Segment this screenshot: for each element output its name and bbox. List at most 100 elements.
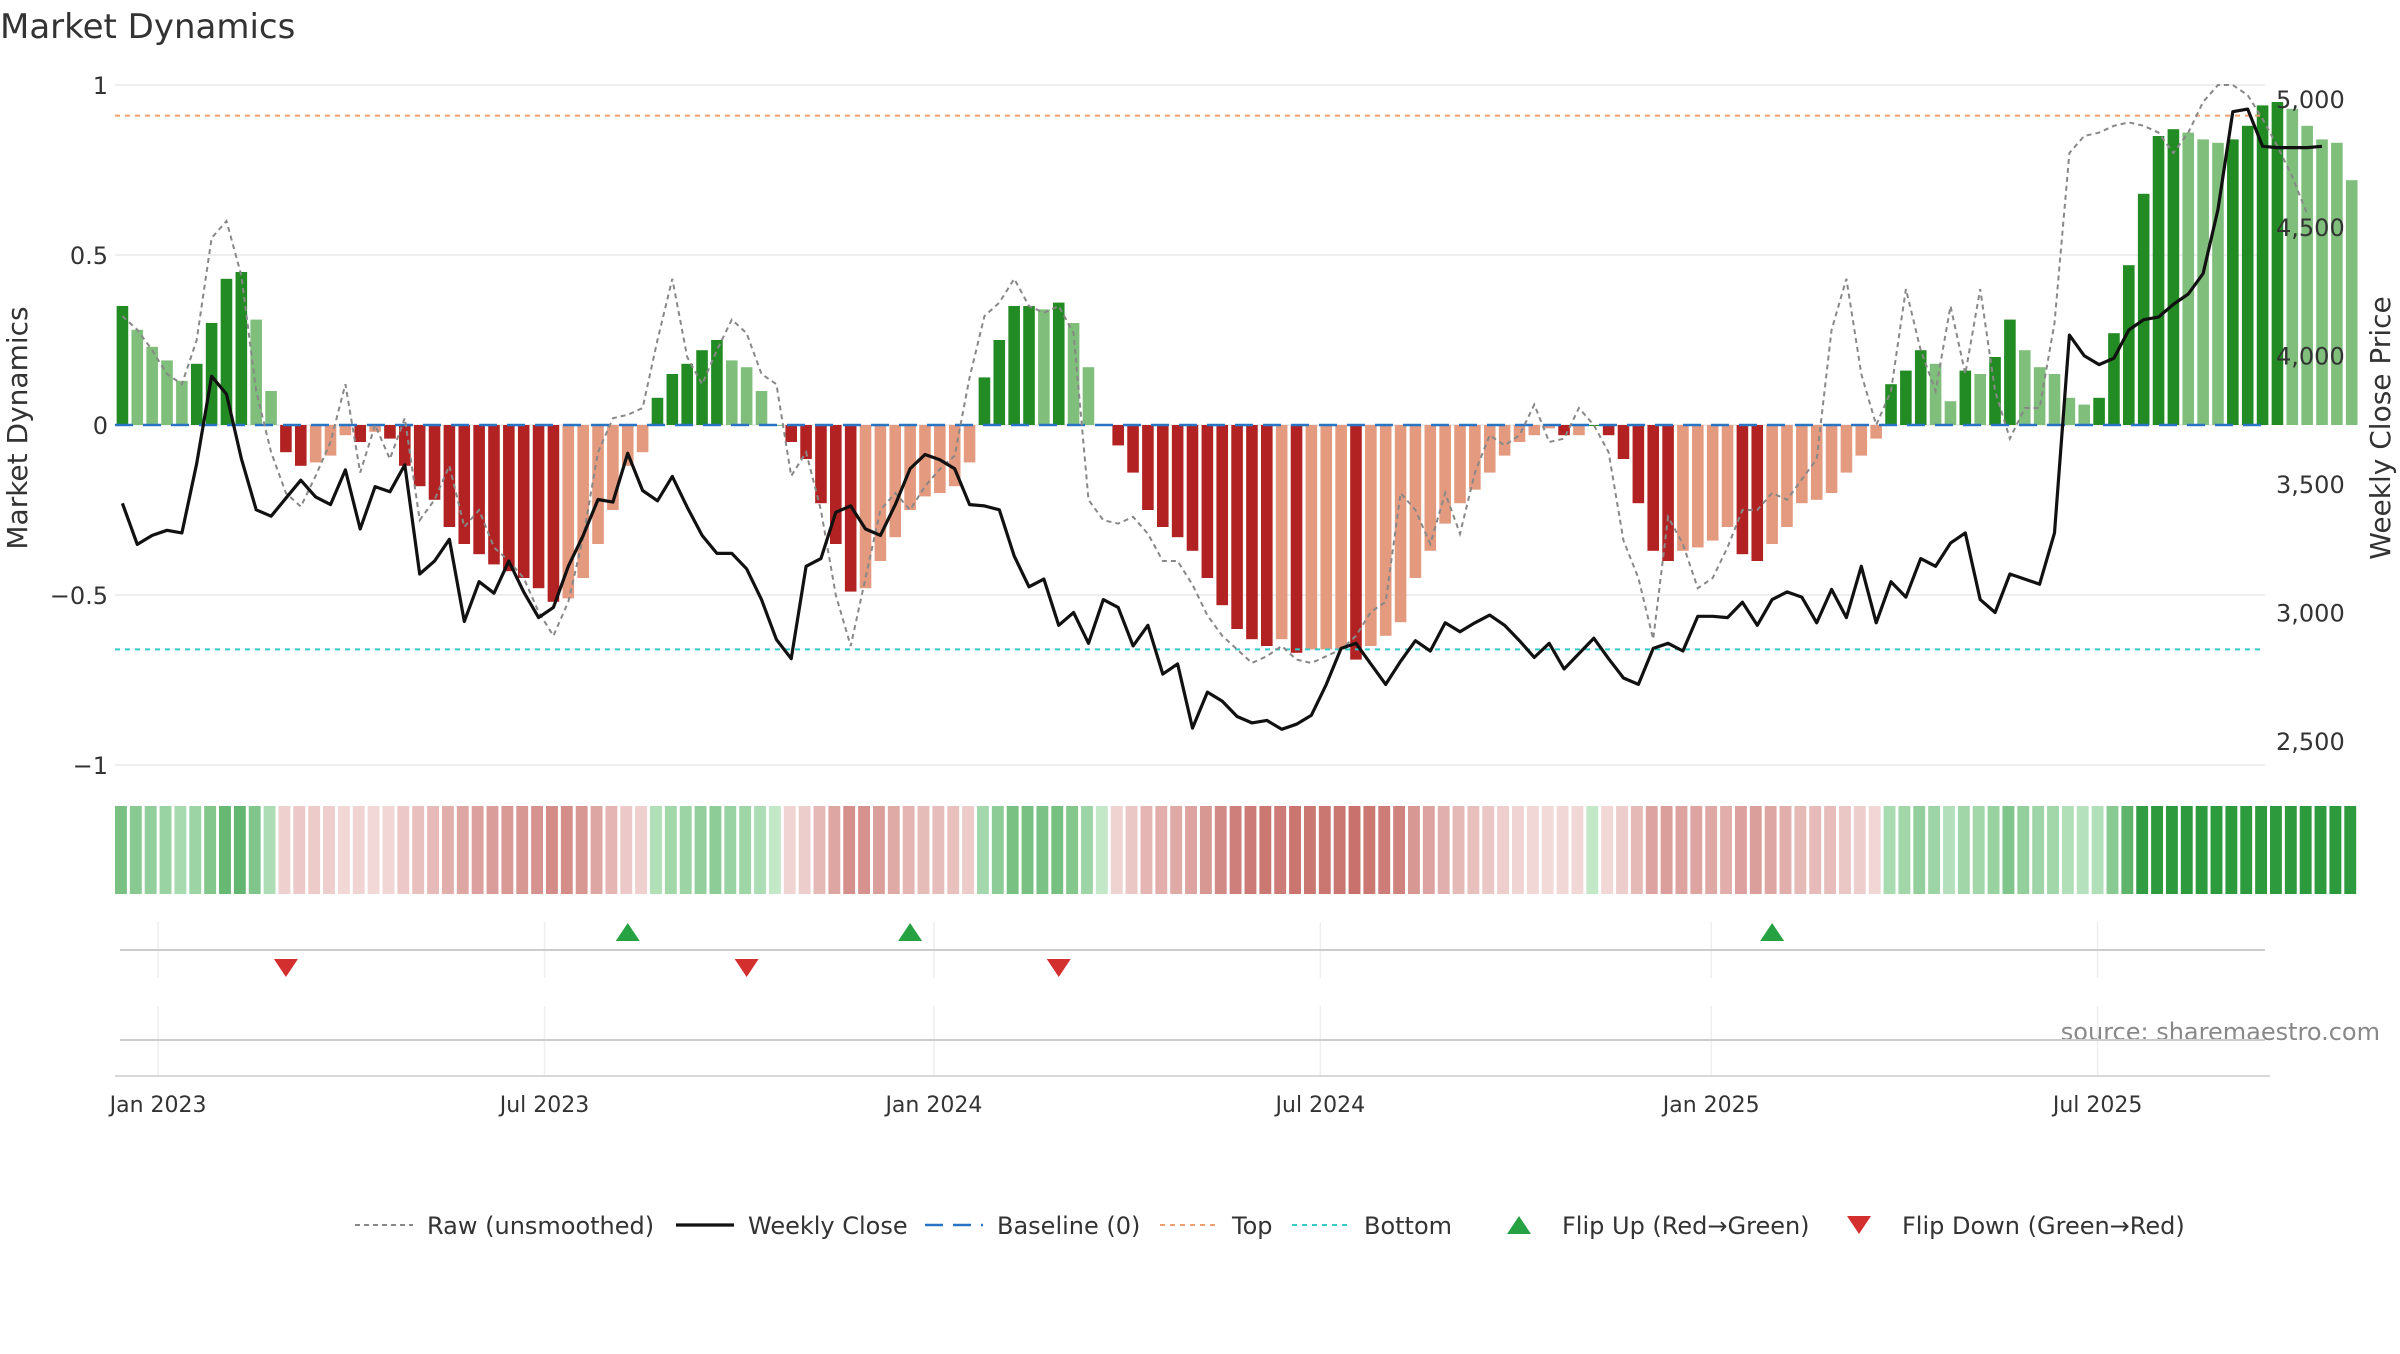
regime-strip-cell [917, 806, 930, 894]
bar [1513, 425, 1526, 442]
regime-strip-cell [1036, 806, 1049, 894]
regime-strip-cell [2121, 806, 2134, 894]
left-tick-label: −1 [73, 752, 108, 780]
legend-flip-down-swatch [1847, 1216, 1871, 1234]
regime-strip-cell [1378, 806, 1391, 894]
legend-flip-up-swatch [1507, 1216, 1531, 1234]
bar [2256, 105, 2269, 426]
regime-strip-cell [531, 806, 544, 894]
regime-strip-cell [2329, 806, 2342, 894]
regime-strip-cell [902, 806, 915, 894]
bar [1275, 425, 1288, 640]
bar [2286, 108, 2299, 426]
regime-strip-cell [620, 806, 633, 894]
bar [265, 391, 277, 425]
regime-strip-cell [174, 806, 187, 894]
regime-strip-cell [813, 806, 826, 894]
flip-down-marker [273, 959, 298, 977]
bar [919, 425, 931, 497]
regime-strip-cell [828, 806, 841, 894]
regime-strip-cell [471, 806, 484, 894]
legend-label: Baseline (0) [997, 1212, 1140, 1240]
bar [488, 425, 500, 565]
bar [800, 425, 812, 459]
bar [1825, 425, 1838, 493]
regime-strip-cell [115, 806, 127, 894]
regime-strip-cell [129, 806, 142, 894]
bar [2137, 193, 2150, 425]
regime-strip-cell [1318, 806, 1331, 894]
bar [830, 425, 842, 544]
regime-strip-cell [233, 806, 246, 894]
bar [1008, 306, 1020, 425]
bar [1350, 425, 1362, 660]
bar [1885, 384, 1897, 425]
regime-strip-cell [1363, 806, 1376, 894]
regime-strip-cell [1690, 806, 1703, 894]
bar [889, 425, 902, 538]
bar [2241, 125, 2254, 426]
bar [1023, 306, 1035, 425]
regime-strip-cell [2091, 806, 2104, 894]
regime-strip-cell [308, 806, 321, 894]
legend-label: Flip Down (Green→Red) [1902, 1212, 2185, 1240]
bar [2271, 102, 2284, 425]
left-tick-label: 0.5 [70, 242, 108, 270]
regime-strip-cell [858, 806, 870, 894]
bar [651, 397, 664, 425]
bar [2004, 319, 2016, 425]
bar [1231, 425, 1243, 629]
regime-strip-cell [1630, 806, 1643, 894]
bar [874, 425, 887, 561]
regime-strip-cell [2136, 806, 2149, 894]
regime-strip-cell [1571, 806, 1584, 894]
right-tick-label: 4,000 [2276, 343, 2345, 371]
regime-strip-cell [456, 806, 469, 894]
bar [458, 425, 471, 544]
bar [1543, 425, 1555, 429]
bar [607, 425, 619, 510]
regime-strip-cell [664, 806, 677, 894]
bar [413, 425, 426, 487]
regime-strip-cell [427, 806, 439, 894]
regime-strip-cell [546, 806, 558, 894]
regime-strip-cell [1809, 806, 1822, 894]
regime-strip-cell [590, 806, 603, 894]
bar [1261, 425, 1273, 646]
regime-strip-cell [1616, 806, 1628, 894]
regime-strip-cell [1393, 806, 1406, 894]
bar [1781, 425, 1793, 527]
bar [2182, 132, 2195, 425]
bar [2123, 265, 2135, 425]
regime-strip-cell [1943, 806, 1955, 894]
y-axis-right-label: Weekly Close Price [2364, 296, 2397, 559]
bar [592, 425, 604, 544]
regime-strip-cell [248, 806, 261, 894]
bar [1067, 323, 1080, 425]
regime-strip-cell [1110, 806, 1123, 894]
x-tick-label: Jul 2023 [498, 1093, 590, 1118]
bar [1617, 425, 1630, 459]
bar [1186, 425, 1199, 551]
bar [1038, 309, 1050, 425]
bar [1974, 374, 1986, 425]
x-tick-label: Jan 2024 [883, 1093, 982, 1118]
regime-strip-cell [1140, 806, 1153, 894]
bar [131, 329, 144, 425]
bar [532, 425, 545, 589]
bar [1810, 425, 1823, 500]
bar [621, 425, 634, 466]
bar [517, 425, 530, 578]
regime-strip-cell [783, 806, 796, 894]
bar [1171, 425, 1184, 538]
regime-strip-cell [1660, 806, 1673, 894]
bar [1365, 425, 1377, 646]
regime-strip-cell [516, 806, 529, 894]
legend-label: Weekly Close [748, 1212, 908, 1240]
bar [1721, 425, 1734, 527]
regime-strip-cell [1467, 806, 1480, 894]
x-tick-label: Jan 2025 [1661, 1093, 1760, 1118]
bar [696, 350, 708, 425]
regime-strip-cell [1482, 806, 1495, 894]
bar [2316, 139, 2328, 425]
